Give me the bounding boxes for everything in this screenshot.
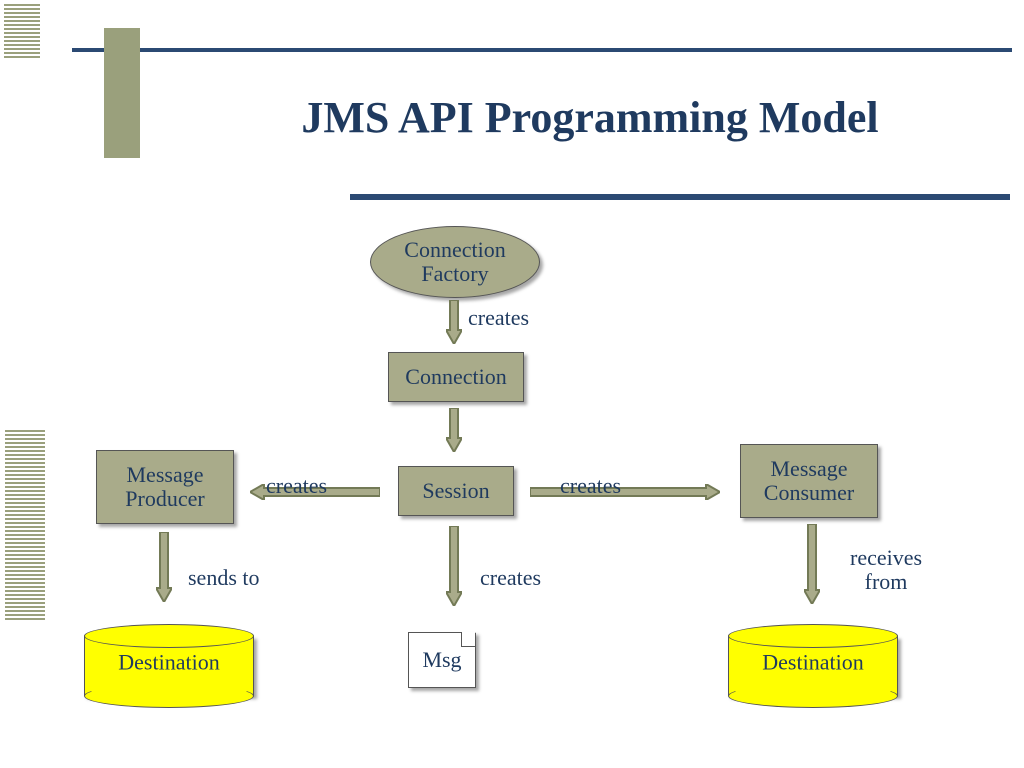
node-conn_factory: Connection Factory xyxy=(370,226,540,298)
edge-label-session-producer: creates xyxy=(266,474,327,498)
node-consumer: Message Consumer xyxy=(740,444,878,518)
edge-label-consumer-dest_right: receives from xyxy=(850,546,922,594)
edge-label-conn_factory-connection: creates xyxy=(468,306,529,330)
arrow-connection-session xyxy=(446,408,462,452)
node-msg: Msg xyxy=(408,632,476,688)
rule-top xyxy=(72,48,1012,52)
comb-top xyxy=(0,0,40,58)
arrow-producer-dest_left xyxy=(156,532,172,602)
node-dest_right: Destination xyxy=(728,636,898,696)
arrow-session-consumer xyxy=(530,484,720,500)
edge-label-session-consumer: creates xyxy=(560,474,621,498)
arrow-session-msg xyxy=(446,526,462,606)
node-session: Session xyxy=(398,466,514,516)
node-dest_left: Destination xyxy=(84,636,254,696)
edge-label-session-msg: creates xyxy=(480,566,541,590)
node-connection: Connection xyxy=(388,352,524,402)
page-title: JMS API Programming Model xyxy=(180,92,1000,143)
node-producer: Message Producer xyxy=(96,450,234,524)
arrow-consumer-dest_right xyxy=(804,524,820,604)
arrow-conn_factory-connection xyxy=(446,300,462,344)
accent-block xyxy=(104,28,140,158)
edge-label-producer-dest_left: sends to xyxy=(188,566,260,590)
rule-mid xyxy=(350,194,1010,200)
comb-bottom xyxy=(5,430,45,620)
